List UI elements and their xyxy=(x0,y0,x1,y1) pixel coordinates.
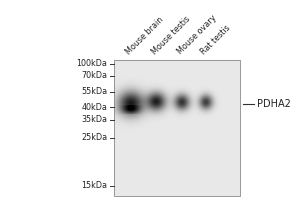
Bar xyxy=(240,0,300,200)
Text: Rat testis: Rat testis xyxy=(199,23,232,56)
Text: 55kDa: 55kDa xyxy=(81,88,107,97)
Bar xyxy=(114,0,240,60)
Bar xyxy=(0,0,114,200)
Text: 25kDa: 25kDa xyxy=(81,134,107,142)
Text: Mouse brain: Mouse brain xyxy=(124,15,165,56)
Text: 35kDa: 35kDa xyxy=(81,116,107,124)
Bar xyxy=(114,60,240,196)
Text: Mouse ovary: Mouse ovary xyxy=(175,13,218,56)
Text: 70kDa: 70kDa xyxy=(81,72,107,80)
Text: 15kDa: 15kDa xyxy=(81,182,107,190)
Text: Mouse testis: Mouse testis xyxy=(150,14,191,56)
Bar xyxy=(114,60,240,196)
Text: 40kDa: 40kDa xyxy=(81,102,107,112)
Text: 100kDa: 100kDa xyxy=(76,60,107,68)
Text: PDHA2: PDHA2 xyxy=(256,99,290,109)
